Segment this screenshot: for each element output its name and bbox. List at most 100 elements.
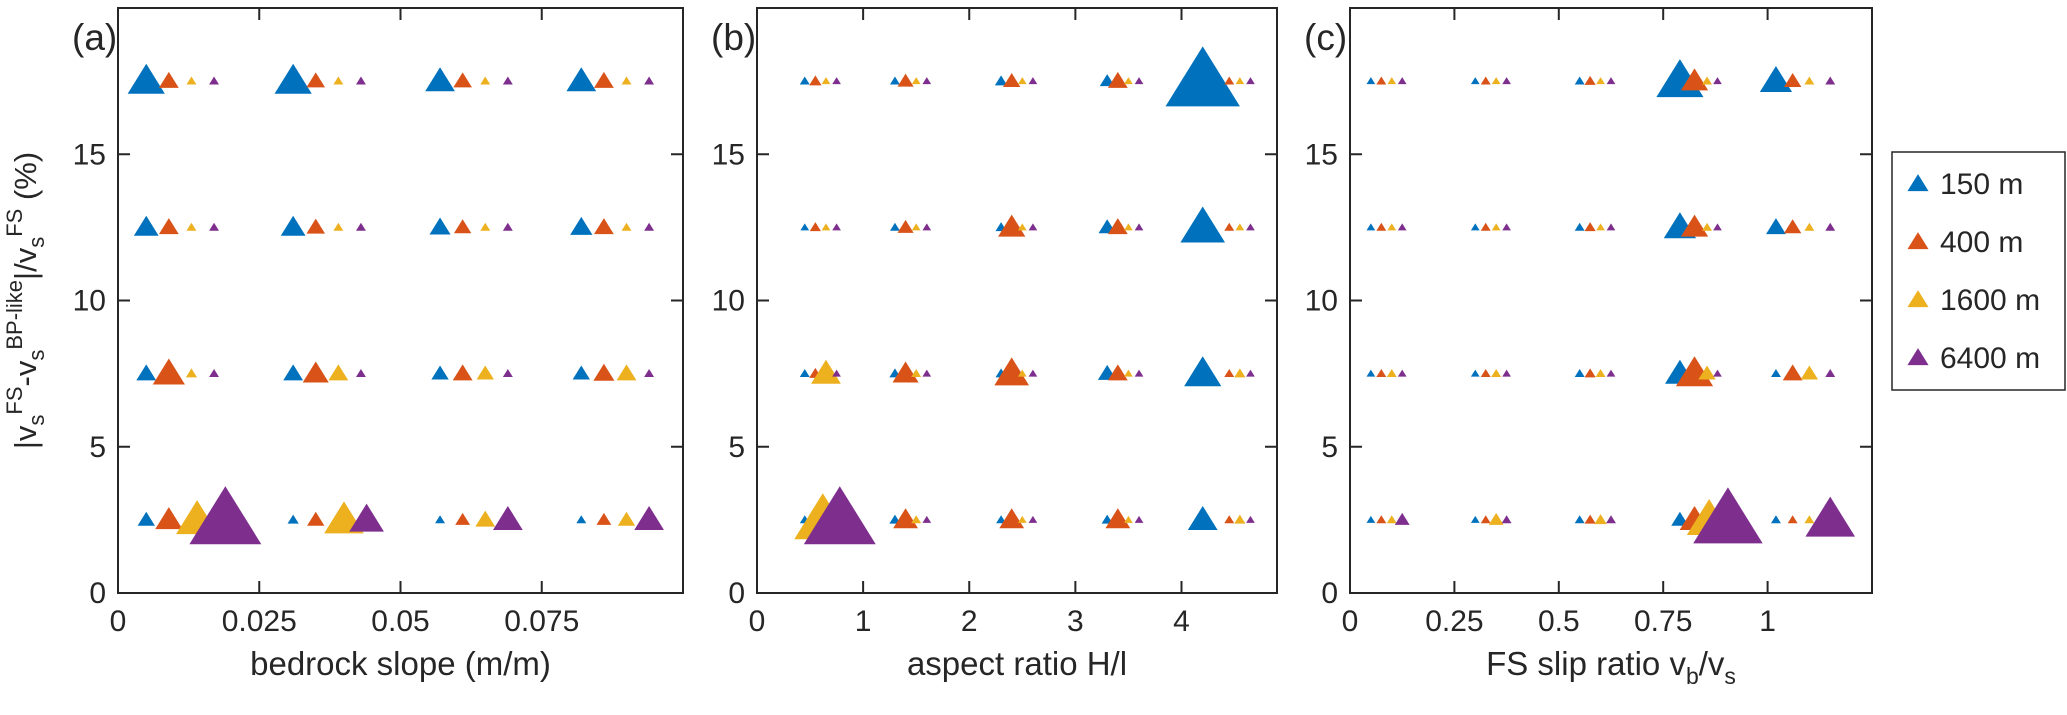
marker-150m	[1470, 223, 1480, 231]
y-tick-label: 15	[73, 138, 106, 171]
marker-6400m	[502, 76, 513, 85]
marker-400m	[1783, 219, 1802, 234]
marker-400m	[306, 72, 326, 88]
marker-400m	[1680, 68, 1709, 91]
marker-6400m	[922, 515, 932, 523]
y-tick-label: 10	[1305, 285, 1338, 318]
legend-marker-150m	[1907, 174, 1929, 192]
marker-6400m	[832, 369, 841, 377]
marker-400m	[1584, 222, 1596, 232]
marker-400m	[455, 512, 471, 525]
marker-6400m	[1394, 512, 1410, 525]
x-tick-label: 0.025	[222, 605, 297, 638]
legend-marker-1600m	[1907, 290, 1929, 308]
marker-6400m	[1028, 223, 1038, 231]
marker-1600m	[1235, 77, 1245, 85]
marker-1600m	[1386, 368, 1397, 377]
marker-400m	[1584, 368, 1596, 378]
marker-150m	[996, 515, 1007, 524]
marker-1600m	[1595, 368, 1606, 377]
axes-box	[117, 7, 684, 594]
marker-1600m	[617, 511, 636, 526]
marker-400m	[1107, 71, 1128, 88]
marker-6400m	[644, 368, 655, 377]
marker-6400m	[1028, 77, 1038, 85]
marker-6400m	[355, 76, 366, 85]
marker-400m	[596, 512, 612, 525]
marker-1600m	[1124, 369, 1133, 377]
marker-400m	[1003, 73, 1021, 88]
marker-400m	[453, 219, 472, 234]
marker-400m	[1107, 218, 1128, 235]
marker-150m	[1770, 515, 1781, 524]
legend-label: 6400 m	[1940, 342, 2040, 375]
marker-6400m	[1246, 223, 1255, 231]
marker-150m	[1366, 77, 1376, 85]
marker-150m	[1766, 218, 1786, 235]
marker-6400m	[1693, 487, 1763, 544]
marker-400m	[1480, 76, 1491, 85]
marker-1600m	[1235, 223, 1245, 231]
marker-150m	[425, 67, 455, 92]
x-tick-label: 0.25	[1425, 605, 1483, 638]
y-tick-label: 10	[712, 285, 745, 318]
marker-6400m	[1606, 223, 1616, 231]
marker-400m	[158, 71, 179, 88]
marker-1600m	[480, 76, 491, 85]
marker-150m	[1759, 66, 1793, 93]
marker-400m	[809, 222, 821, 232]
marker-6400m	[1246, 77, 1255, 85]
y-axis-label: |vsFS-vsBP-like|/vsFS (%)	[2, 152, 49, 449]
marker-400m	[1782, 364, 1803, 381]
marker-150m	[133, 215, 159, 236]
marker-1600m	[186, 76, 197, 85]
marker-6400m	[492, 505, 523, 530]
marker-150m	[576, 515, 587, 524]
marker-6400m	[644, 222, 655, 231]
marker-1600m	[1702, 222, 1713, 231]
marker-1600m	[1491, 223, 1501, 231]
marker-6400m	[803, 486, 876, 545]
marker-150m	[572, 365, 590, 380]
marker-1600m	[480, 222, 491, 231]
marker-1600m	[1800, 365, 1819, 380]
marker-150m	[1470, 515, 1480, 523]
x-tick-label: 0	[1342, 605, 1359, 638]
marker-1600m	[333, 222, 344, 231]
marker-150m	[1366, 369, 1376, 377]
marker-400m	[1107, 364, 1128, 381]
marker-6400m	[644, 76, 655, 85]
legend: 150 m 400 m 1600 m 6400 m	[1891, 151, 2066, 391]
marker-6400m	[922, 369, 932, 377]
marker-6400m	[502, 368, 513, 377]
marker-6400m	[1246, 515, 1255, 523]
x-tick-label: 1	[855, 605, 872, 638]
marker-150m	[127, 63, 165, 94]
marker-400m	[1224, 515, 1235, 524]
y-tick-label: 15	[1305, 138, 1338, 171]
x-tick-label: 0.075	[504, 605, 579, 638]
marker-150m	[1470, 77, 1480, 85]
y-tick-label: 0	[1321, 577, 1338, 610]
marker-1600m	[1386, 515, 1397, 524]
marker-1600m	[1387, 77, 1397, 85]
marker-400m	[1783, 73, 1802, 88]
marker-150m	[1770, 368, 1781, 377]
legend-label: 400 m	[1940, 226, 2023, 259]
marker-400m	[1376, 76, 1387, 85]
marker-400m	[1224, 368, 1235, 377]
panel-a: 0 0.025 0.05 0.075 0 5 10 15 bedrock slope (m/m)…	[2, 7, 684, 682]
marker-400m	[1480, 515, 1491, 524]
marker-6400m	[209, 368, 220, 377]
marker-1600m	[911, 77, 921, 85]
marker-6400m	[209, 76, 220, 85]
marker-6400m	[349, 503, 384, 532]
x-axis-label: aspect ratio H/l	[907, 645, 1127, 682]
marker-150m	[570, 216, 593, 235]
marker-150m	[994, 75, 1008, 86]
panel-letter: (c)	[1304, 17, 1347, 58]
marker-400m	[897, 73, 914, 87]
marker-150m	[799, 368, 810, 377]
marker-1600m	[328, 364, 349, 381]
marker-150m	[283, 364, 304, 381]
